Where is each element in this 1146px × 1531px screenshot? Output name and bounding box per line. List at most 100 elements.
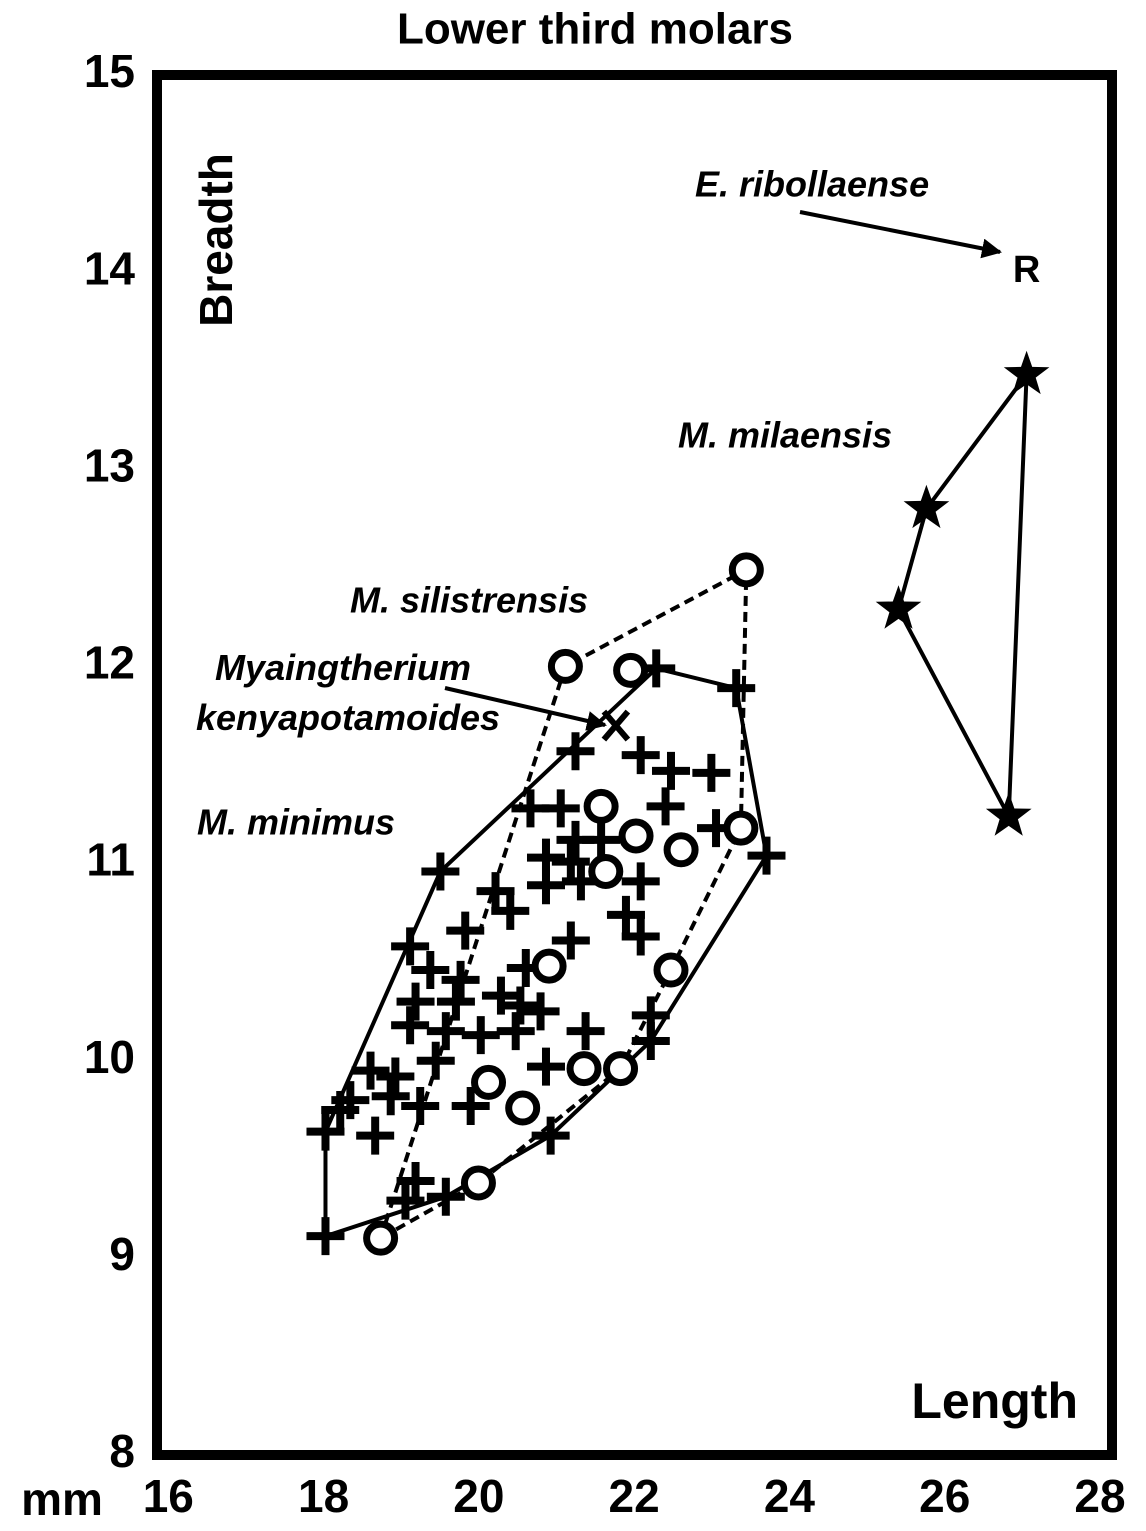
plus-marker (526, 1047, 565, 1086)
series-label: M. silistrensis (350, 580, 588, 621)
plus-marker (371, 1077, 410, 1116)
circle-marker (531, 948, 567, 984)
plus-marker (306, 1217, 345, 1256)
x-tick-label: 16 (143, 1470, 194, 1522)
x-axis-label: Length (911, 1373, 1078, 1429)
circle-marker (566, 1051, 602, 1087)
circle-marker (460, 1165, 496, 1201)
plus-marker (556, 820, 595, 859)
circle-marker (653, 952, 689, 988)
circle-marker (618, 818, 654, 854)
star-marker (1003, 350, 1050, 395)
plus-marker (446, 911, 485, 950)
plus-marker (651, 751, 690, 790)
plus-marker (531, 1116, 570, 1155)
plus-marker (606, 895, 645, 934)
plus-marker (621, 736, 660, 775)
plus-marker (306, 1112, 345, 1151)
plus-marker (692, 753, 731, 792)
plus-marker (496, 1012, 535, 1051)
y-tick-label: 12 (84, 637, 135, 689)
plus-marker (551, 921, 590, 960)
plus-marker (747, 836, 786, 875)
plus-marker (321, 1091, 360, 1129)
plus-marker (621, 862, 660, 901)
circle-marker (663, 832, 699, 868)
plus-marker (376, 1057, 415, 1096)
plus-marker (401, 1087, 440, 1126)
x-tick-label: 28 (1074, 1470, 1125, 1522)
star-marker (985, 792, 1032, 836)
y-tick-label: 10 (84, 1031, 135, 1083)
plus-marker (491, 891, 530, 930)
circle-marker (505, 1090, 541, 1126)
plus-marker (631, 1022, 670, 1060)
circle-marker (723, 810, 759, 846)
x-tick-label: 24 (764, 1470, 816, 1522)
plus-marker (396, 982, 435, 1021)
series-label: M. milaensis (678, 415, 892, 456)
star-marker (875, 585, 922, 629)
plus-marker (556, 732, 595, 771)
circle-marker (603, 1051, 639, 1087)
star-marker (903, 484, 950, 529)
label-arrow (444, 686, 607, 731)
hull-outline (896, 368, 1029, 824)
plus-marker (476, 872, 515, 911)
circle-marker (363, 1220, 399, 1256)
y-tick-label: 15 (84, 45, 135, 97)
plus-marker (541, 789, 580, 828)
plus-marker (386, 1181, 425, 1220)
circle-marker (613, 652, 649, 688)
plus-marker (501, 986, 540, 1025)
series-label: M. minimus (197, 802, 395, 843)
y-tick-label: 14 (84, 242, 136, 294)
x-tick-label: 18 (298, 1470, 349, 1522)
text-marker: R (1013, 249, 1040, 291)
plot-frame (152, 70, 1117, 1460)
x-marker (601, 709, 631, 742)
series-label: Myaingtherium kenyapotamoides (196, 647, 500, 738)
plus-marker (426, 1012, 465, 1051)
plus-marker (351, 1051, 390, 1090)
plus-marker (451, 1087, 490, 1126)
y-tick-label: 9 (109, 1228, 135, 1280)
plus-marker (421, 852, 460, 891)
plus-marker (551, 842, 590, 881)
plus-marker (521, 992, 560, 1031)
plus-marker (566, 1012, 605, 1051)
plus-marker (646, 787, 685, 826)
plus-marker (396, 1161, 435, 1200)
y-tick-label: 8 (109, 1425, 135, 1477)
y-tick-label: 13 (84, 439, 135, 491)
chart-title: Lower third molars (397, 5, 793, 54)
plus-marker (526, 866, 565, 905)
plus-marker (356, 1116, 395, 1155)
plus-marker (481, 976, 520, 1015)
plus-marker (411, 951, 450, 990)
plus-marker (621, 917, 660, 956)
y-axis-label: Breadth (190, 153, 242, 327)
plus-marker (441, 960, 480, 999)
plus-marker (717, 669, 756, 708)
x-axis-unit: mm (21, 1473, 103, 1525)
series-label: E. ribollaense (695, 164, 929, 205)
x-tick-label: 20 (453, 1470, 504, 1522)
plus-marker (391, 1006, 430, 1045)
x-tick-label: 22 (609, 1470, 660, 1522)
circle-marker (583, 788, 619, 824)
plus-marker (461, 1016, 500, 1055)
label-arrow (799, 210, 1002, 259)
plus-marker (426, 1177, 465, 1216)
circle-marker (471, 1064, 507, 1100)
plus-marker (391, 927, 430, 966)
circle-marker (728, 552, 764, 588)
hull-outline (377, 566, 749, 1243)
circle-marker (547, 648, 583, 684)
plus-marker (436, 982, 475, 1021)
circle-marker (588, 853, 624, 889)
y-tick-label: 11 (86, 834, 135, 886)
plus-marker (416, 1041, 455, 1080)
